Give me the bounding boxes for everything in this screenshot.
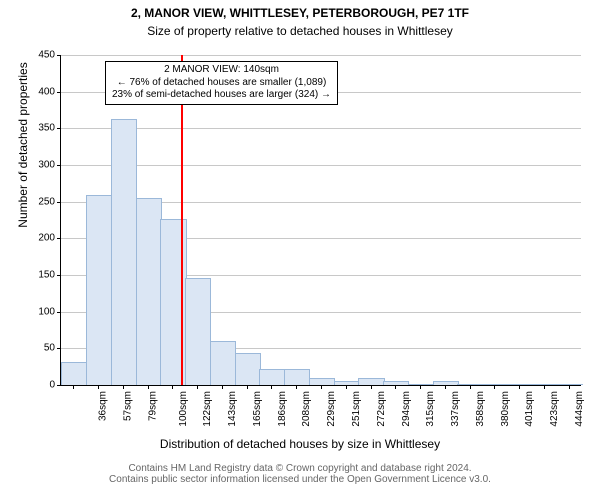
xtick-label: 143sqm <box>227 391 238 427</box>
ytick-label: 0 <box>49 380 55 391</box>
xtick-mark <box>123 385 124 389</box>
histogram-bar <box>210 341 236 385</box>
histogram-bar <box>334 381 360 385</box>
annotation-line1: 2 MANOR VIEW: 140sqm <box>112 64 331 77</box>
xtick-mark <box>519 385 520 389</box>
ytick-mark <box>57 312 61 313</box>
annotation-line3: 23% of semi-detached houses are larger (… <box>112 89 331 102</box>
histogram-bar <box>61 362 87 385</box>
ytick-label: 400 <box>38 86 55 97</box>
ytick-mark <box>57 128 61 129</box>
xtick-label: 57sqm <box>123 391 134 421</box>
histogram-bar <box>532 384 558 385</box>
annotation-box: 2 MANOR VIEW: 140sqm ← 76% of detached h… <box>105 61 338 105</box>
xtick-mark <box>470 385 471 389</box>
xtick-label: 36sqm <box>98 391 109 421</box>
ytick-mark <box>57 385 61 386</box>
xtick-label: 315sqm <box>425 391 436 427</box>
histogram-bar <box>358 378 384 385</box>
gridline <box>61 55 581 56</box>
ytick-mark <box>57 348 61 349</box>
xtick-mark <box>346 385 347 389</box>
histogram-bar <box>185 278 211 385</box>
histogram-bar <box>235 353 261 385</box>
xtick-label: 79sqm <box>147 391 158 421</box>
xtick-mark <box>445 385 446 389</box>
footer-line1: Contains HM Land Registry data © Crown c… <box>0 463 600 474</box>
footer-credits: Contains HM Land Registry data © Crown c… <box>0 463 600 485</box>
histogram-bar <box>433 381 459 385</box>
reference-line <box>181 55 183 385</box>
xtick-mark <box>296 385 297 389</box>
histogram-bar <box>556 384 582 385</box>
xtick-label: 380sqm <box>500 391 511 427</box>
plot-area: 050100150200250300350400450 2 MANOR VIEW… <box>60 55 581 386</box>
ytick-label: 250 <box>38 196 55 207</box>
xtick-mark <box>321 385 322 389</box>
xtick-mark <box>395 385 396 389</box>
xtick-label: 100sqm <box>178 391 189 427</box>
xtick-mark <box>420 385 421 389</box>
histogram-bar <box>86 195 112 385</box>
ytick-mark <box>57 238 61 239</box>
histogram-bar <box>111 119 137 385</box>
ytick-mark <box>57 165 61 166</box>
ytick-label: 300 <box>38 160 55 171</box>
ytick-label: 100 <box>38 306 55 317</box>
xtick-mark <box>172 385 173 389</box>
chart-title-line2: Size of property relative to detached ho… <box>0 24 600 38</box>
xtick-mark <box>197 385 198 389</box>
chart-container: 2, MANOR VIEW, WHITTLESEY, PETERBOROUGH,… <box>0 0 600 500</box>
ytick-mark <box>57 55 61 56</box>
xtick-label: 272sqm <box>376 391 387 427</box>
ytick-label: 50 <box>44 343 55 354</box>
xtick-label: 229sqm <box>326 391 337 427</box>
xtick-label: 165sqm <box>252 391 263 427</box>
xtick-mark <box>148 385 149 389</box>
xtick-label: 401sqm <box>524 391 535 427</box>
histogram-bar <box>136 198 162 385</box>
annotation-line2: ← 76% of detached houses are smaller (1,… <box>112 77 331 90</box>
xtick-label: 423sqm <box>549 391 560 427</box>
ytick-mark <box>57 92 61 93</box>
histogram-bar <box>284 369 310 385</box>
gridline <box>61 128 581 129</box>
xtick-mark <box>222 385 223 389</box>
histogram-bar <box>259 369 285 385</box>
xtick-mark <box>247 385 248 389</box>
xtick-mark <box>569 385 570 389</box>
xtick-label: 444sqm <box>574 391 585 427</box>
xtick-mark <box>98 385 99 389</box>
histogram-bar <box>457 384 483 385</box>
ytick-mark <box>57 275 61 276</box>
xtick-label: 122sqm <box>203 391 214 427</box>
ytick-mark <box>57 202 61 203</box>
xtick-mark <box>371 385 372 389</box>
xtick-label: 358sqm <box>475 391 486 427</box>
footer-line2: Contains public sector information licen… <box>0 474 600 485</box>
chart-title-line1: 2, MANOR VIEW, WHITTLESEY, PETERBOROUGH,… <box>0 6 600 20</box>
gridline <box>61 165 581 166</box>
xtick-mark <box>73 385 74 389</box>
y-axis-label: Number of detached properties <box>16 0 30 310</box>
xtick-mark <box>544 385 545 389</box>
xtick-label: 337sqm <box>450 391 461 427</box>
xtick-label: 186sqm <box>277 391 288 427</box>
xtick-mark <box>494 385 495 389</box>
xtick-label: 208sqm <box>302 391 313 427</box>
xtick-mark <box>271 385 272 389</box>
ytick-label: 350 <box>38 123 55 134</box>
xtick-label: 294sqm <box>401 391 412 427</box>
ytick-label: 150 <box>38 270 55 281</box>
ytick-label: 450 <box>38 50 55 61</box>
ytick-label: 200 <box>38 233 55 244</box>
xtick-label: 251sqm <box>351 391 362 427</box>
x-axis-label: Distribution of detached houses by size … <box>0 437 600 451</box>
histogram-bar <box>309 378 335 385</box>
